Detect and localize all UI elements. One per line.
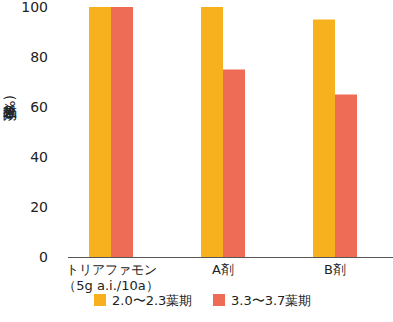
x-tick-label: B剤 [324, 262, 346, 277]
bar [111, 7, 133, 257]
x-tick-label: トリアファモン（5g a.i./10a） [63, 262, 158, 293]
x-tick-label-line: （5g a.i./10a） [63, 278, 158, 293]
legend-swatch [94, 294, 106, 306]
bar [335, 95, 357, 258]
chart: 0 20 40 60 80 100 除草効果(%) トリアファモン（5g a.i./10a） A… [0, 0, 393, 322]
x-tick-label-line: A剤 [212, 262, 234, 277]
x-tick-label-line: トリアファモン [66, 262, 157, 277]
y-tick-label: 80 [30, 49, 48, 65]
x-tick-label: A剤 [212, 262, 234, 277]
y-tick-label: 40 [30, 149, 48, 165]
y-tick-label: 100 [21, 0, 48, 15]
bar [223, 70, 245, 258]
bars [89, 7, 357, 257]
x-axis-line [68, 257, 393, 258]
y-tick-label: 20 [30, 199, 48, 215]
legend-label: 3.3〜3.7葉期 [231, 293, 311, 308]
legend-swatch [213, 294, 225, 306]
legend-label: 2.0〜2.3葉期 [112, 293, 192, 308]
bar [89, 7, 111, 257]
bar [313, 20, 335, 258]
y-axis-title: 除草効果(%) [2, 95, 18, 121]
x-tick-label-line: B剤 [324, 262, 346, 277]
y-tick-label: 60 [30, 99, 48, 115]
bar [201, 7, 223, 257]
y-tick-label: 0 [39, 249, 48, 265]
